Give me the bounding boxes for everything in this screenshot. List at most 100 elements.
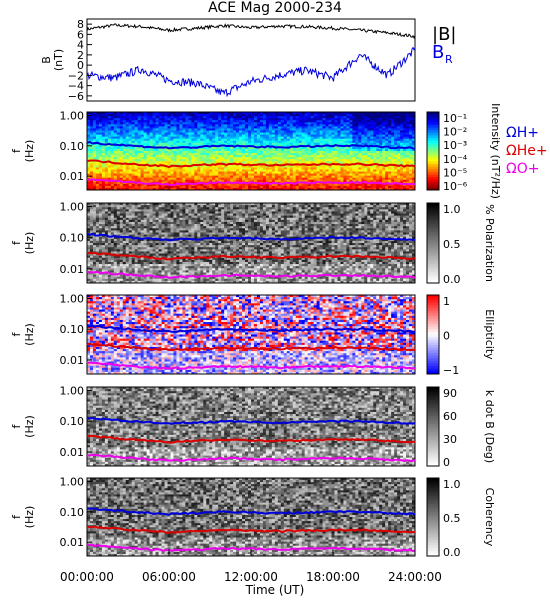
heatmap-cell (95, 130, 100, 133)
heatmap-cell (125, 118, 130, 121)
heatmap-cell (242, 179, 246, 183)
heatmap-cell (176, 142, 180, 146)
heatmap-cell (188, 130, 192, 133)
heatmap-cell (87, 226, 91, 229)
heatmap-cell (349, 136, 353, 140)
heatmap-cell (265, 128, 270, 131)
heatmap-cell (179, 163, 183, 166)
heatmap-cell (268, 157, 273, 160)
heatmap-cell (152, 114, 156, 117)
heatmap-cell (292, 169, 297, 172)
heatmap-cell (87, 234, 91, 238)
heatmap-cell (125, 146, 130, 150)
heatmap-cell (352, 128, 356, 131)
heatmap-cell (394, 159, 398, 162)
heatmap-cell (248, 185, 252, 189)
heatmap-cell (322, 153, 326, 156)
heatmap-cell (137, 171, 142, 174)
heatmap-cell (137, 179, 142, 183)
heatmap-cell (307, 138, 312, 142)
heatmap-cell (92, 240, 97, 244)
heatmap-cell (328, 134, 332, 138)
heatmap-cell (343, 128, 347, 131)
heatmap-cell (221, 161, 225, 164)
heatmap-cell (310, 134, 315, 138)
heatmap-cell (382, 134, 386, 138)
heatmap-cell (412, 185, 416, 189)
heatmap-cell (92, 183, 97, 187)
heatmap-cell (125, 179, 130, 183)
heatmap-cell (161, 151, 165, 154)
heatmap-cell (179, 157, 183, 160)
heatmap-cell (400, 177, 404, 181)
heatmap-cell (406, 159, 410, 162)
heatmap-cell (289, 112, 294, 115)
heatmap-cell (256, 177, 261, 181)
heatmap-cell (101, 126, 106, 129)
heatmap-cell (319, 175, 323, 179)
heatmap-cell (283, 112, 288, 115)
heatmap-cell (119, 177, 124, 181)
heatmap-cell (197, 120, 201, 123)
heatmap-cell (134, 136, 139, 140)
heatmap-cell (340, 157, 344, 160)
heatmap-cell (388, 177, 392, 181)
heatmap-cell (125, 116, 130, 119)
heatmap-cell (236, 185, 240, 189)
heatmap-cell (412, 167, 416, 170)
heatmap-cell (182, 185, 186, 189)
heatmap-cell (295, 126, 300, 129)
heatmap-cell (349, 185, 353, 189)
heatmap-cell (253, 138, 258, 142)
heatmap-cell (87, 179, 91, 183)
heatmap-cell (304, 151, 309, 154)
heatmap-cell (346, 169, 350, 172)
heatmap-cell (224, 134, 228, 138)
heatmap-cell (373, 159, 377, 162)
heatmap-cell (379, 157, 383, 160)
heatmap-cell (292, 153, 297, 156)
heatmap-cell (113, 136, 118, 140)
heatmap-cell (265, 126, 270, 129)
heatmap-cell (128, 124, 133, 127)
heatmap-cell (286, 165, 291, 168)
heatmap-cell (95, 165, 100, 168)
heatmap-cell (89, 211, 94, 214)
heatmap-cell (182, 167, 186, 170)
heatmap-cell (146, 179, 151, 183)
heatmap-cell (206, 159, 210, 162)
heatmap-cell (215, 169, 219, 172)
heatmap-cell (185, 138, 189, 142)
heatmap-cell (101, 136, 106, 140)
heatmap-cell (140, 114, 145, 117)
heatmap-cell (253, 161, 258, 164)
legend-label: ΩO+ (506, 161, 539, 177)
heatmap-cell (292, 140, 297, 144)
heatmap-cell (245, 177, 249, 181)
heatmap-cell (251, 112, 255, 115)
heatmap-cell (370, 167, 374, 170)
heatmap-cell (376, 167, 380, 170)
heatmap-cell (137, 138, 142, 142)
heatmap-cell (87, 209, 91, 212)
heatmap-cell (400, 132, 404, 135)
heatmap-cell (218, 122, 222, 125)
heatmap-cell (212, 157, 216, 160)
heatmap-cell (176, 163, 180, 166)
heatmap-cell (176, 134, 180, 138)
heatmap-cell (307, 179, 312, 183)
heatmap-cell (110, 177, 115, 181)
heatmap-cell (316, 146, 320, 150)
heatmap-cell (188, 118, 192, 121)
heatmap-cell (286, 124, 291, 127)
heatmap-cell (197, 140, 201, 144)
heatmap-cell (307, 134, 312, 138)
heatmap-cell (388, 183, 392, 187)
heatmap-cell (391, 114, 395, 117)
heatmap-cell (87, 278, 91, 282)
heatmap-cell (191, 142, 195, 146)
heatmap-cell (233, 175, 237, 179)
heatmap-cell (388, 167, 392, 170)
heatmap-cell (379, 112, 383, 115)
heatmap-cell (409, 128, 413, 131)
